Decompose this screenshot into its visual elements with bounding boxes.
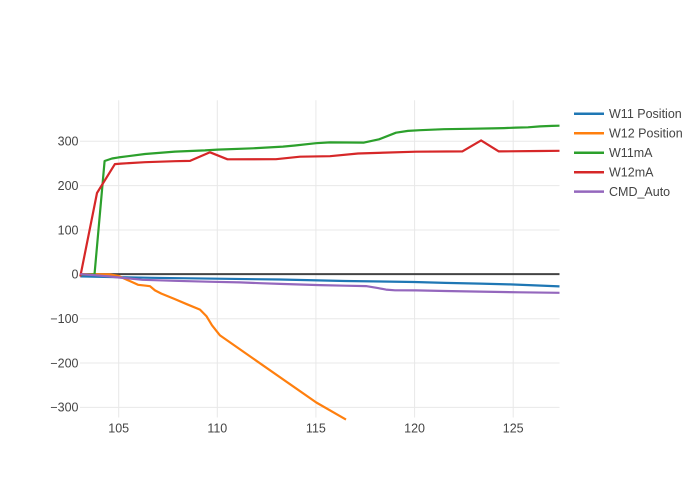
svg-text:CMD_Auto: CMD_Auto	[609, 185, 670, 199]
svg-text:W11mA: W11mA	[609, 146, 653, 160]
svg-text:−300: −300	[50, 401, 78, 415]
svg-text:115: 115	[306, 422, 326, 436]
svg-text:300: 300	[58, 135, 79, 149]
svg-text:100: 100	[58, 223, 79, 237]
svg-text:200: 200	[58, 179, 79, 193]
svg-text:125: 125	[503, 422, 524, 436]
svg-text:−100: −100	[50, 312, 78, 326]
svg-text:W12mA: W12mA	[609, 166, 654, 180]
svg-text:−200: −200	[50, 356, 78, 370]
svg-text:W12 Position: W12 Position	[609, 127, 683, 141]
svg-text:W11 Position: W11 Position	[609, 107, 682, 121]
svg-text:105: 105	[108, 422, 129, 436]
svg-text:0: 0	[72, 268, 79, 282]
svg-text:110: 110	[207, 422, 227, 436]
svg-text:120: 120	[404, 422, 425, 436]
